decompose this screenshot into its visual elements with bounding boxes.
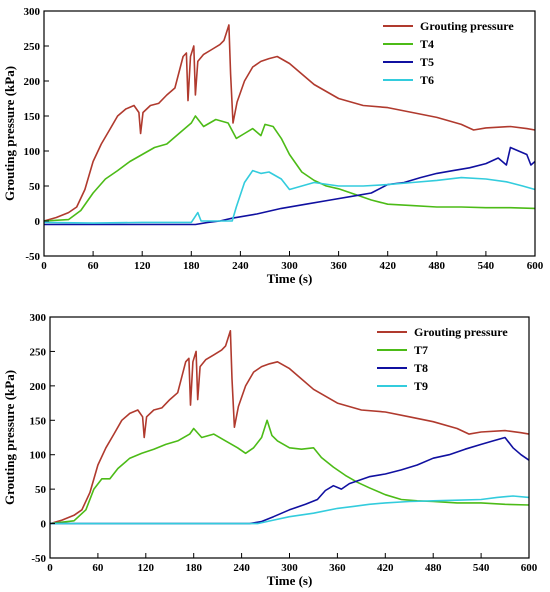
series-line-t7 <box>49 419 530 525</box>
x-tick-label: 240 <box>232 260 249 272</box>
plot-frame <box>49 316 530 559</box>
x-tick-label: 420 <box>379 260 396 272</box>
y-tick-label: 300 <box>30 312 47 324</box>
y-tick-label: 0 <box>41 519 47 531</box>
x-tick-label: 120 <box>134 260 151 272</box>
y-axis-title: Grouting pressure (kPa) <box>2 66 17 201</box>
x-tick-label: 180 <box>183 260 200 272</box>
legend-label: T9 <box>414 379 428 393</box>
y-tick-label: 200 <box>30 381 47 393</box>
x-tick-label: 300 <box>281 260 298 272</box>
x-tick-label: 540 <box>478 260 495 272</box>
legend-label: Grouting pressure <box>414 325 508 339</box>
series-line-grouting-pressure <box>43 24 536 222</box>
legend-label: T7 <box>414 343 428 357</box>
y-tick-label: 300 <box>24 6 41 18</box>
legend-label: T4 <box>420 37 434 51</box>
legend-label: T6 <box>420 73 434 87</box>
x-tick-label: 300 <box>281 562 298 574</box>
x-axis-title: Time (s) <box>267 271 313 286</box>
y-tick-label: 150 <box>24 111 41 123</box>
y-tick-label: 0 <box>35 216 41 228</box>
y-tick-label: 100 <box>24 146 41 158</box>
series-line-grouting-pressure <box>49 330 530 525</box>
y-tick-label: -50 <box>31 553 46 565</box>
x-tick-label: 540 <box>473 562 490 574</box>
y-tick-label: 50 <box>29 181 41 193</box>
legend-label: T5 <box>420 55 434 69</box>
y-tick-label: 150 <box>30 415 47 427</box>
x-tick-label: 120 <box>138 562 155 574</box>
plot-frame <box>43 10 536 257</box>
x-tick-label: 60 <box>88 260 100 272</box>
series-line-t4 <box>43 115 536 222</box>
y-tick-label: 100 <box>30 450 47 462</box>
x-tick-label: 600 <box>527 260 544 272</box>
series-line-t5 <box>44 146 536 226</box>
x-axis-title: Time (s) <box>267 573 313 588</box>
y-axis-title: Grouting pressure (kPa) <box>2 370 17 505</box>
y-tick-label: 50 <box>35 484 47 496</box>
x-tick-label: 0 <box>41 260 47 272</box>
chart-1: 0 60 120 180 240 300 360 420 480 540 600-500501001… <box>2 6 544 286</box>
x-tick-label: 180 <box>185 562 202 574</box>
legend-label: Grouting pressure <box>420 19 514 33</box>
series-line-t6 <box>43 169 536 224</box>
series-line-t9 <box>50 495 530 525</box>
series-line-t8 <box>50 436 530 525</box>
x-tick-label: 480 <box>425 562 442 574</box>
y-tick-label: 250 <box>24 41 41 53</box>
y-tick-label: -50 <box>25 251 40 263</box>
chart-2: 0 60 120 180 240 300 360 420 480 540 600-500501001… <box>2 312 538 588</box>
x-tick-label: 0 <box>47 562 53 574</box>
x-tick-label: 480 <box>429 260 446 272</box>
y-tick-label: 250 <box>30 346 47 358</box>
x-tick-label: 600 <box>521 562 538 574</box>
x-tick-label: 360 <box>330 260 347 272</box>
x-tick-label: 360 <box>329 562 346 574</box>
x-tick-label: 60 <box>92 562 104 574</box>
x-tick-label: 240 <box>233 562 250 574</box>
legend-label: T8 <box>414 361 428 375</box>
y-tick-label: 200 <box>24 76 41 88</box>
x-tick-label: 420 <box>377 562 394 574</box>
